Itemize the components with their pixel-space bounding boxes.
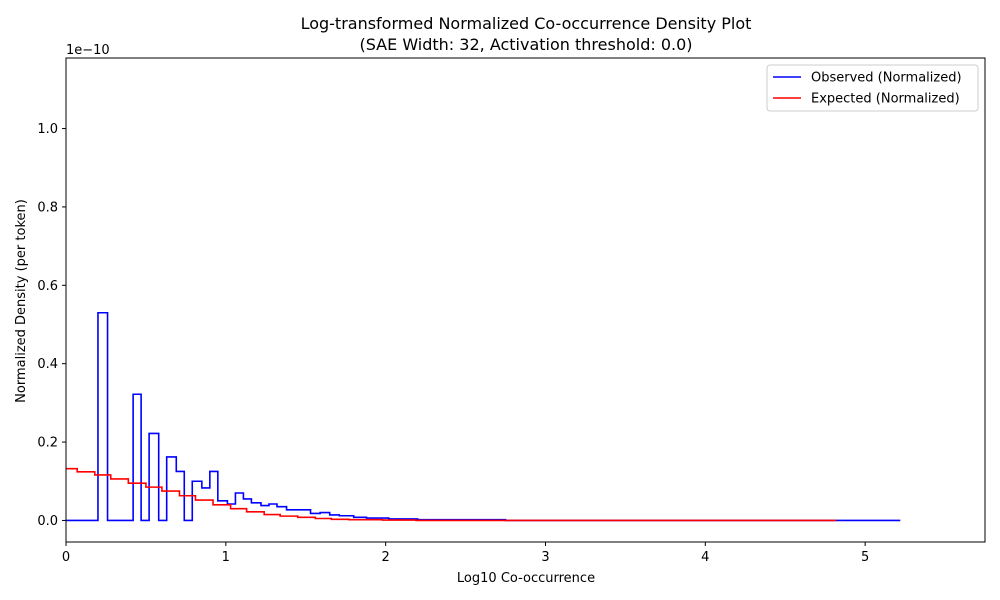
legend-label-observed: Observed (Normalized)	[811, 71, 962, 86]
y-tick-label: 0.0	[37, 514, 58, 529]
y-axis-label: Normalized Density (per token)	[14, 199, 29, 403]
legend-box	[766, 64, 979, 112]
chart-subtitle: (SAE Width: 32, Activation threshold: 0.…	[359, 35, 692, 54]
y-tick-label: 0.8	[37, 200, 58, 215]
chart-title: Log-transformed Normalized Co-occurrence…	[301, 14, 752, 33]
plot-frame	[65, 57, 986, 543]
x-tick-label: 2	[382, 550, 390, 565]
y-tick-label: 0.4	[37, 357, 58, 372]
y-tick-label: 0.2	[37, 436, 58, 451]
y-tick-label: 1.0	[37, 122, 58, 137]
x-tick-label: 0	[62, 550, 70, 565]
x-tick-label: 5	[861, 550, 869, 565]
x-tick-label: 1	[222, 550, 230, 565]
series-lines	[66, 311, 901, 522]
series-line-expected	[66, 467, 837, 522]
x-axis-label: Log10 Co-occurrence	[457, 571, 595, 586]
axis-ticks: 0 1 2 3 4 5 0.0 0.2 0.4 0.6 0.8 1.0	[37, 122, 869, 565]
series-line-observed	[66, 311, 901, 522]
x-tick-label: 4	[701, 550, 709, 565]
legend-label-expected: Expected (Normalized)	[811, 92, 960, 107]
y-tick-label: 0.6	[37, 279, 58, 294]
plot-area	[65, 57, 986, 543]
legend: Observed (Normalized) Expected (Normalize…	[766, 64, 979, 112]
x-tick-label: 3	[541, 550, 549, 565]
y-axis-scale-label: 1e−10	[66, 43, 110, 58]
